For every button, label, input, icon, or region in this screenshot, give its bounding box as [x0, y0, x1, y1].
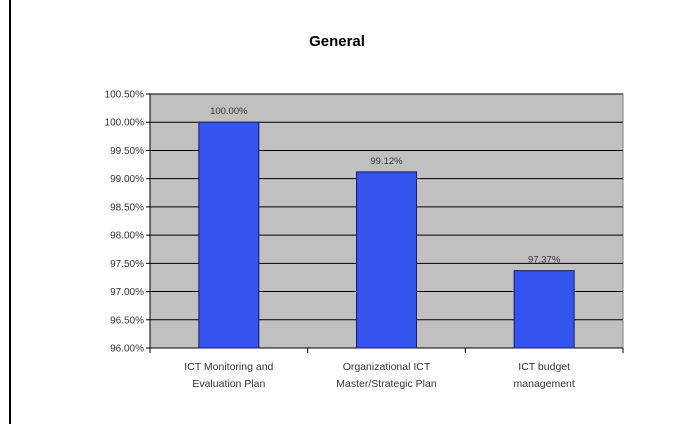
y-tick-label: 100.50% [105, 90, 145, 101]
x-category-label: ICT Monitoring and [184, 361, 273, 373]
plot-area: 96.00% 96.50% 97.00% 97.50% 98.00% 98.50% 99.0… [105, 90, 624, 390]
data-label: 97.37% [528, 255, 561, 266]
x-category-label: Organizational ICT [343, 361, 431, 373]
y-tick-label: 99.50% [110, 146, 144, 157]
bar [198, 121, 260, 349]
y-tick-label: 96.50% [110, 315, 144, 326]
left-border-line [9, 0, 11, 424]
bar [513, 270, 575, 349]
chart-title: General [309, 33, 365, 50]
y-tick-label: 97.50% [110, 259, 144, 270]
data-label: 100.00% [210, 106, 248, 117]
data-label: 99.12% [370, 156, 403, 167]
bar [356, 171, 417, 349]
y-tick-label: 100.00% [105, 118, 145, 129]
y-tick-label: 98.00% [110, 231, 144, 242]
x-category-label: Evaluation Plan [192, 378, 265, 390]
x-category-label: ICT budget [518, 361, 570, 373]
y-tick-label: 97.00% [110, 287, 144, 298]
y-tick-label: 96.00% [110, 344, 144, 355]
x-category-label: Master/Strategic Plan [336, 378, 437, 390]
y-tick-label: 99.00% [110, 174, 144, 185]
y-tick-label: 98.50% [110, 202, 144, 213]
x-category-label: management [514, 378, 575, 390]
